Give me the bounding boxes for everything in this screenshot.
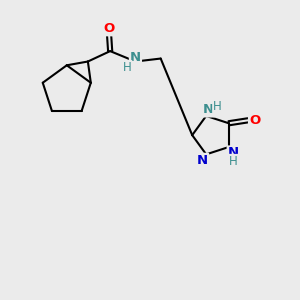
Text: H: H xyxy=(229,155,238,168)
Text: N: N xyxy=(203,103,214,116)
Text: N: N xyxy=(228,146,239,160)
Text: N: N xyxy=(130,51,141,64)
Text: N: N xyxy=(197,154,208,167)
Text: H: H xyxy=(123,61,131,74)
Text: O: O xyxy=(249,114,260,127)
Text: O: O xyxy=(103,22,114,35)
Text: H: H xyxy=(213,100,222,113)
